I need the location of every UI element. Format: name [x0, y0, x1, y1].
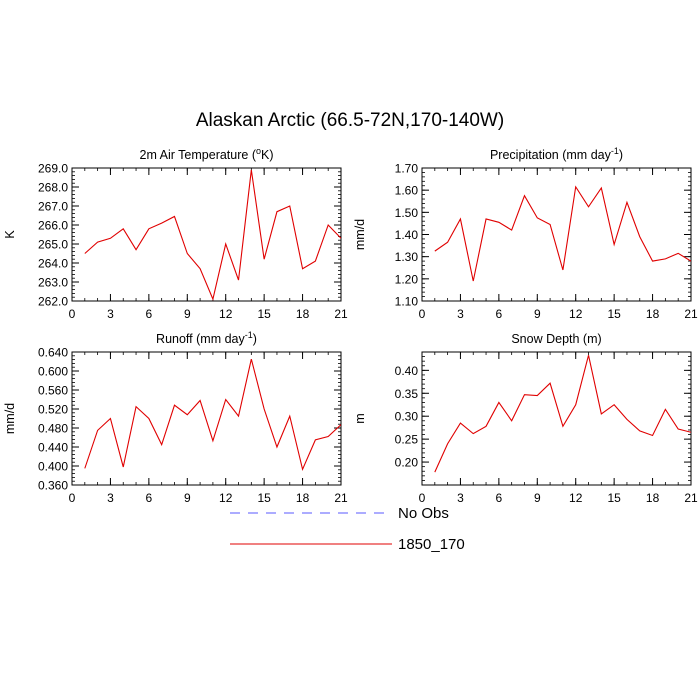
snow-depth-title: Snow Depth (m) — [511, 332, 601, 346]
air-temperature-y-tick-label: 263.0 — [38, 276, 68, 290]
snow-depth-x-tick-label: 15 — [607, 491, 621, 505]
precipitation-title-end: ) — [619, 148, 623, 162]
air-temperature-frame — [71, 167, 342, 302]
precipitation-title-main: Precipitation (mm day — [490, 148, 612, 162]
air-temperature-x-tick-label: 21 — [334, 307, 348, 321]
precipitation-x-tick-label: 15 — [607, 307, 621, 321]
air-temperature-y-axis-label: K — [3, 230, 17, 239]
air-temperature-series-line — [84, 169, 341, 301]
precipitation-title: Precipitation (mm day-1) — [490, 146, 623, 162]
snow-depth-title-main: Snow Depth (m) — [511, 332, 601, 346]
air-temperature-title-sup: o — [256, 146, 261, 156]
runoff-y-tick-label: 0.520 — [38, 403, 68, 417]
air-temperature-title: 2m Air Temperature (oK) — [140, 146, 274, 162]
snow-depth-x-tick-label: 6 — [496, 491, 503, 505]
precipitation-title-sup: -1 — [611, 146, 619, 156]
snow-depth-x-tick-label: 18 — [646, 491, 660, 505]
air-temperature-x-tick-label: 15 — [257, 307, 271, 321]
snow-depth-panel: 0 3 6 9 12 15 18 21 0.20 0.25 0.30 0.35 0.40 m Snow De… — [353, 332, 698, 505]
air-temperature-x-tick-label: 9 — [184, 307, 191, 321]
runoff-x-tick-label: 0 — [69, 491, 76, 505]
runoff-x-tick-label: 21 — [334, 491, 348, 505]
air-temperature-y-tick-label: 264.0 — [38, 257, 68, 271]
air-temperature-y-tick-label: 268.0 — [38, 181, 68, 195]
runoff-y-axis-label: mm/d — [3, 403, 17, 434]
precipitation-y-tick-label: 1.30 — [395, 250, 419, 264]
precipitation-y-tick-label: 1.70 — [395, 162, 419, 176]
precipitation-y-axis-label: mm/d — [353, 219, 367, 250]
snow-depth-x-tick-label: 0 — [419, 491, 426, 505]
precipitation-frame — [421, 167, 692, 302]
runoff-series-line — [84, 358, 341, 472]
precipitation-y-tick-label: 1.10 — [395, 295, 419, 309]
air-temperature-y-tick-label: 265.0 — [38, 238, 68, 252]
snow-depth-y-axis-label: m — [353, 413, 367, 423]
snow-depth-frame — [421, 351, 692, 486]
runoff-title: Runoff (mm day-1) — [156, 330, 257, 346]
precipitation-y-tick-label: 1.40 — [395, 228, 419, 242]
precipitation-series-line — [434, 185, 691, 282]
snow-depth-y-tick-label: 0.25 — [395, 433, 419, 447]
snow-depth-y-tick-label: 0.20 — [395, 456, 419, 470]
runoff-x-tick-label: 18 — [296, 491, 310, 505]
runoff-x-tick-label: 9 — [184, 491, 191, 505]
snow-depth-y-tick-label: 0.40 — [395, 364, 419, 378]
precipitation-x-tick-label: 12 — [569, 307, 583, 321]
precipitation-panel: 0 3 6 9 12 15 18 21 1.10 1.20 1.30 1.40 1.50 1.60 1.70… — [353, 146, 698, 321]
precipitation-y-tick-label: 1.20 — [395, 272, 419, 286]
snow-depth-y-tick-label: 0.30 — [395, 410, 419, 424]
runoff-y-tick-label: 0.560 — [38, 384, 68, 398]
air-temperature-title-main: 2m Air Temperature ( — [140, 148, 257, 162]
air-temperature-y-tick-label: 269.0 — [38, 162, 68, 176]
precipitation-y-tick-label: 1.50 — [395, 206, 419, 220]
runoff-y-tick-label: 0.440 — [38, 441, 68, 455]
runoff-title-main: Runoff (mm day — [156, 332, 245, 346]
runoff-x-tick-label: 15 — [257, 491, 271, 505]
runoff-y-tick-label: 0.600 — [38, 365, 68, 379]
precipitation-x-tick-label: 18 — [646, 307, 660, 321]
precipitation-x-tick-label: 9 — [534, 307, 541, 321]
runoff-x-tick-label: 6 — [146, 491, 153, 505]
legend: No Obs 1850_170 — [230, 505, 465, 553]
runoff-y-tick-label: 0.360 — [38, 479, 68, 493]
snow-depth-x-tick-label: 21 — [684, 491, 698, 505]
air-temperature-x-tick-label: 3 — [107, 307, 114, 321]
precipitation-x-tick-label: 3 — [457, 307, 464, 321]
snow-depth-y-tick-label: 0.35 — [395, 387, 419, 401]
air-temperature-title-end: K) — [261, 148, 274, 162]
air-temperature-y-tick-label: 262.0 — [38, 295, 68, 309]
air-temperature-x-tick-label: 18 — [296, 307, 310, 321]
precipitation-y-tick-label: 1.60 — [395, 184, 419, 198]
snow-depth-x-tick-label: 9 — [534, 491, 541, 505]
precipitation-x-tick-label: 6 — [496, 307, 503, 321]
snow-depth-x-tick-label: 3 — [457, 491, 464, 505]
runoff-x-tick-label: 12 — [219, 491, 233, 505]
snow-depth-series-line — [434, 355, 691, 473]
precipitation-x-tick-label: 21 — [684, 307, 698, 321]
runoff-y-tick-label: 0.480 — [38, 422, 68, 436]
figure-title: Alaskan Arctic (66.5-72N,170-140W) — [195, 110, 505, 131]
air-temperature-x-tick-label: 0 — [69, 307, 76, 321]
air-temperature-panel: 0 3 6 9 12 15 18 21 262.0 263.0 264.0 265.0 266.0 267… — [3, 146, 348, 321]
runoff-frame — [71, 351, 342, 486]
runoff-panel: 0 3 6 9 12 15 18 21 0.360 0.400 0.440 0.480 0.520 0.5… — [3, 330, 348, 505]
air-temperature-x-tick-label: 12 — [219, 307, 233, 321]
runoff-y-tick-label: 0.400 — [38, 460, 68, 474]
legend-label-0: No Obs — [398, 505, 449, 522]
runoff-title-end: ) — [253, 332, 257, 346]
air-temperature-y-tick-label: 267.0 — [38, 200, 68, 214]
precipitation-x-tick-label: 0 — [419, 307, 426, 321]
air-temperature-x-tick-label: 6 — [146, 307, 153, 321]
air-temperature-y-tick-label: 266.0 — [38, 219, 68, 233]
runoff-y-tick-label: 0.640 — [38, 346, 68, 360]
runoff-title-sup: -1 — [245, 330, 253, 340]
legend-label-1: 1850_170 — [398, 536, 465, 553]
snow-depth-x-tick-label: 12 — [569, 491, 583, 505]
runoff-x-tick-label: 3 — [107, 491, 114, 505]
